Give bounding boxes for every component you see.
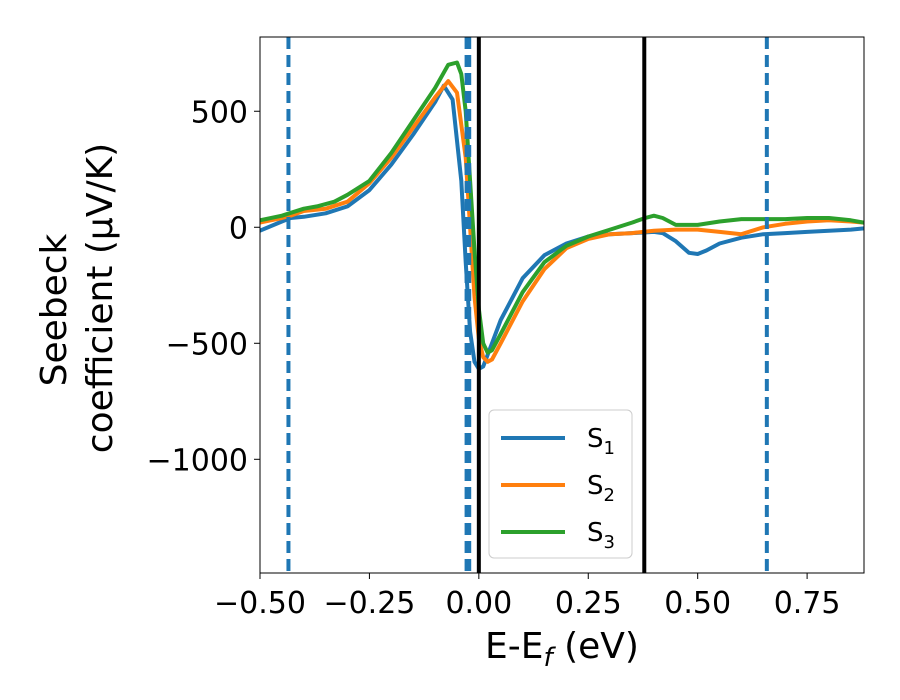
y-axis-label-line2: coefficient (μV/K) xyxy=(80,143,121,453)
series-line-s1 xyxy=(260,83,864,371)
legend-items: S1 S2 S3 xyxy=(501,424,615,553)
y-tick-label: 500 xyxy=(191,95,248,130)
plot-frame xyxy=(259,36,865,574)
x-tick-label: −0.50 xyxy=(214,586,306,621)
x-tick-label: 0.75 xyxy=(774,586,841,621)
x-tick-label: −0.25 xyxy=(323,586,415,621)
x-tick-label: 0.00 xyxy=(445,586,512,621)
y-axis-label-line1: Seebeck xyxy=(34,233,75,386)
series-line-s3 xyxy=(260,60,864,355)
x-tick-label: 0.25 xyxy=(555,586,622,621)
legend-label-s3: S3 xyxy=(587,518,615,553)
x-axis-ticks: −0.50 −0.25 0.00 0.25 0.50 0.75 xyxy=(214,573,840,621)
series-line-s2 xyxy=(260,79,864,364)
vline-layer xyxy=(286,37,769,573)
x-axis-label-suffix: (eV) xyxy=(553,626,639,667)
y-tick-label: −500 xyxy=(166,327,248,362)
y-axis-ticks: 500 0 −500 −1000 xyxy=(147,95,260,478)
legend-label-s2: S2 xyxy=(587,471,615,506)
legend-label-s1: S1 xyxy=(587,424,615,459)
x-tick-label: 0.50 xyxy=(664,586,731,621)
legend: S1 S2 S3 xyxy=(488,409,633,559)
x-axis-label: E-Ef (eV) xyxy=(485,626,639,673)
y-tick-label: −1000 xyxy=(147,443,248,478)
series-layer xyxy=(260,60,864,371)
y-tick-label: 0 xyxy=(229,211,248,246)
